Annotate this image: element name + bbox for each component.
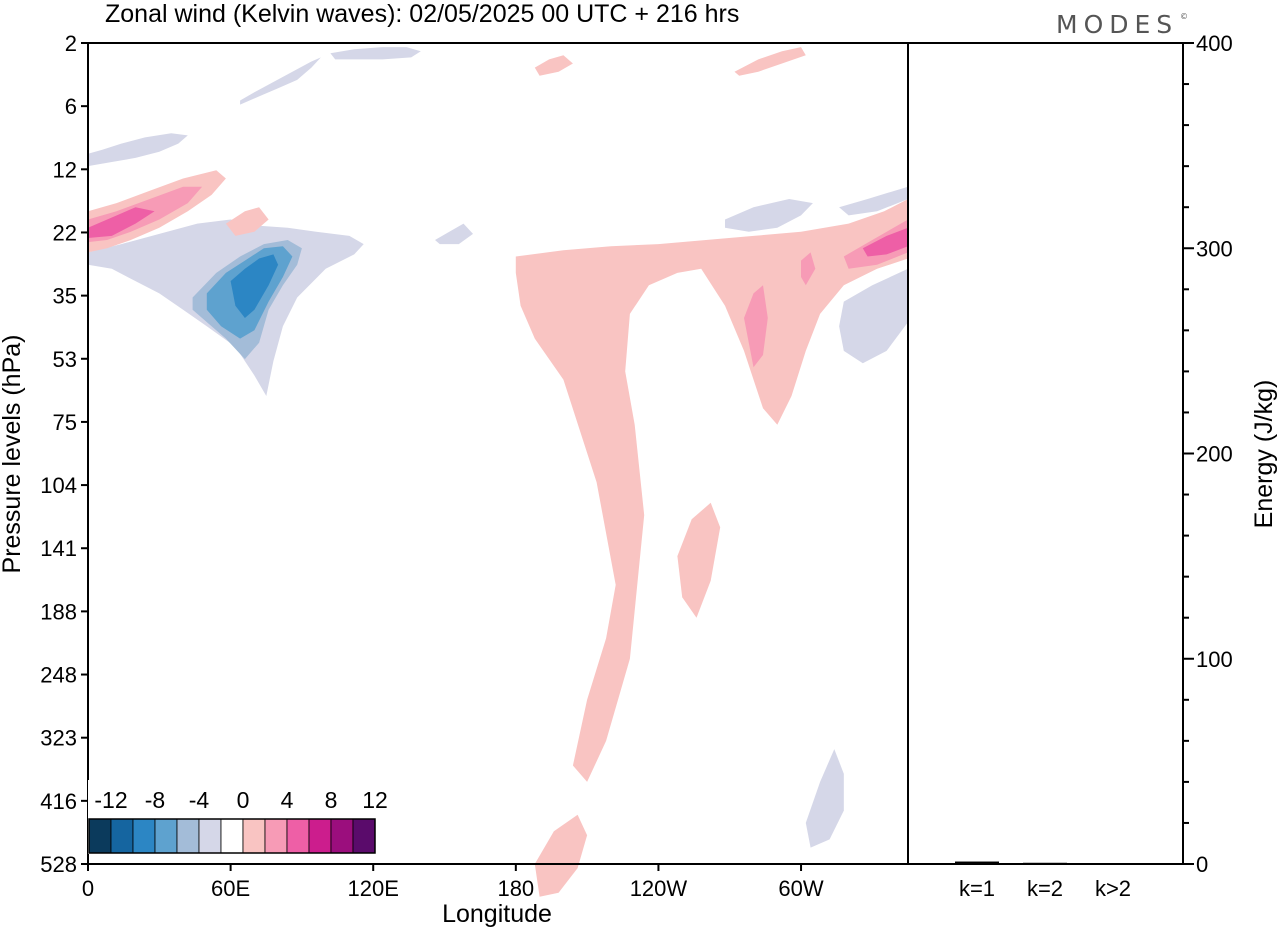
colorbar-frame (88, 818, 376, 854)
y-tick-label: 22 (53, 220, 77, 245)
colorbar-swatch (242, 818, 266, 854)
x-tick-label: 120E (348, 876, 399, 901)
x-tick-label: 60E (211, 876, 250, 901)
contour-region (534, 55, 573, 76)
colorbar-swatch (330, 818, 354, 854)
colorbar-legend: -12 -8 -4 0 4 8 12 (88, 780, 388, 854)
energy-tick-label: 100 (1196, 647, 1233, 672)
y-tick-label: 141 (40, 536, 77, 561)
energy-tick-label: 200 (1196, 442, 1233, 467)
x-axis-label: Longitude (442, 900, 552, 928)
contour-region (435, 223, 473, 245)
contour-region (225, 207, 269, 236)
colorbar-swatch (264, 818, 288, 854)
colorbar-swatch (154, 818, 178, 854)
y-tick-label: 35 (53, 284, 77, 309)
y-tick-label: 323 (40, 726, 77, 751)
contour-region (534, 814, 588, 897)
colorbar-label: 0 (237, 787, 250, 813)
x-tick-label: 0 (82, 876, 94, 901)
heatmap-frame (87, 42, 909, 865)
y-tick-label: 104 (40, 473, 77, 498)
energy-tick-label: 300 (1196, 236, 1233, 261)
colorbar-swatch (220, 818, 244, 854)
colorbar-swatch (286, 818, 310, 854)
colorbar-swatch (352, 818, 376, 854)
contour-region (88, 133, 188, 167)
colorbar-swatch (198, 818, 222, 854)
contour-region (330, 47, 421, 60)
energy-category-label: k=2 (1027, 876, 1063, 901)
colorbar-swatch (88, 818, 112, 854)
colorbar-label: 12 (362, 787, 388, 813)
energy-axis-label: Energy (J/kg) (1250, 380, 1278, 529)
modes-logo: MODES (1056, 10, 1178, 39)
contour-region (677, 502, 721, 618)
energy-tick-label: 0 (1196, 852, 1208, 877)
x-tick-label: 120W (630, 876, 688, 901)
colorbar-swatch (132, 818, 156, 854)
contour-region (725, 199, 813, 232)
y-tick-label: 12 (53, 157, 77, 182)
contour-region (515, 199, 908, 782)
contour-region (805, 749, 844, 848)
y-tick-label: 53 (53, 347, 77, 372)
x-tick-label: 180 (497, 876, 534, 901)
contour-region (801, 252, 816, 286)
contour-region (862, 227, 908, 257)
colorbar-label: -12 (94, 787, 127, 813)
contour-region (839, 268, 908, 364)
x-tick-label: 60W (778, 876, 823, 901)
contour-region (88, 207, 155, 238)
colorbar-label: -4 (189, 787, 210, 813)
chart-title: Zonal wind (Kelvin waves): 02/05/2025 00… (105, 0, 739, 28)
y-tick-label: 75 (53, 410, 77, 435)
colorbar-label: 4 (281, 787, 294, 813)
energy-bar (1023, 862, 1067, 865)
colorbar-swatch (308, 818, 332, 854)
contour-region (240, 57, 321, 105)
colorbar-swatch (110, 818, 134, 854)
y-tick-label: 416 (40, 789, 77, 814)
colorbar-label: -8 (145, 787, 165, 813)
y-tick-label: 528 (40, 852, 77, 877)
contour-region (230, 254, 279, 318)
colorbar-swatch (176, 818, 200, 854)
contour-region (734, 47, 806, 76)
colorbar-label: 8 (325, 787, 338, 813)
registered-mark-icon: © (1180, 12, 1188, 21)
energy-bar (955, 861, 999, 864)
energy-category-label: k=1 (959, 876, 995, 901)
y-tick-label: 188 (40, 599, 77, 624)
energy-bar (1091, 863, 1135, 865)
y-axis-label: Pressure levels (hPa) (0, 335, 26, 574)
y-tick-label: 6 (65, 94, 77, 119)
y-tick-label: 2 (65, 31, 77, 56)
contour-region (744, 285, 768, 368)
energy-category-label: k>2 (1095, 876, 1131, 901)
y-tick-label: 248 (40, 663, 77, 688)
contour-region (839, 186, 908, 216)
energy-tick-label: 400 (1196, 31, 1233, 56)
energy-panel: 0 100 200 300 400 k=1 k=2 k>2 (908, 31, 1233, 901)
